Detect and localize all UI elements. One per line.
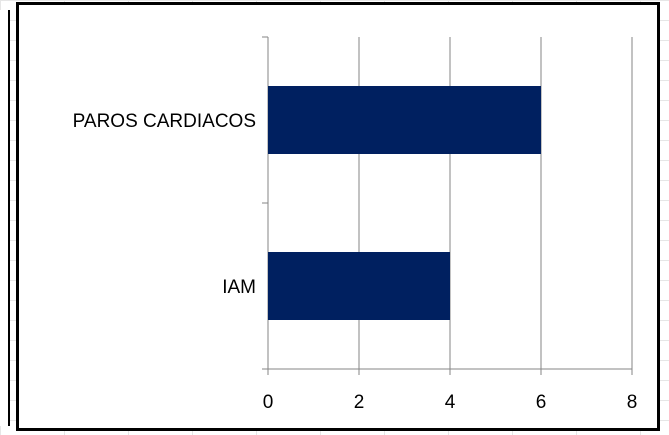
x-tick-label: 0	[263, 392, 274, 413]
bar-iam	[268, 252, 450, 320]
chart-frame[interactable]: PAROS CARDIACOS IAM 0 2 4 6 8	[16, 2, 660, 431]
category-label: IAM	[222, 277, 256, 298]
category-label: PAROS CARDIACOS	[73, 111, 256, 132]
x-tick-label: 4	[445, 392, 456, 413]
bar-chart: PAROS CARDIACOS IAM 0 2 4 6 8	[73, 36, 638, 413]
bar-paros-cardiacos	[268, 86, 541, 154]
x-tick-label: 8	[627, 392, 638, 413]
adjacent-cell-border	[0, 10, 10, 426]
tick-labels: 0 2 4 6 8	[263, 392, 638, 413]
x-tick-label: 2	[354, 392, 365, 413]
bars	[268, 86, 541, 320]
category-labels: PAROS CARDIACOS IAM	[73, 111, 256, 298]
x-tick-label: 6	[536, 392, 547, 413]
